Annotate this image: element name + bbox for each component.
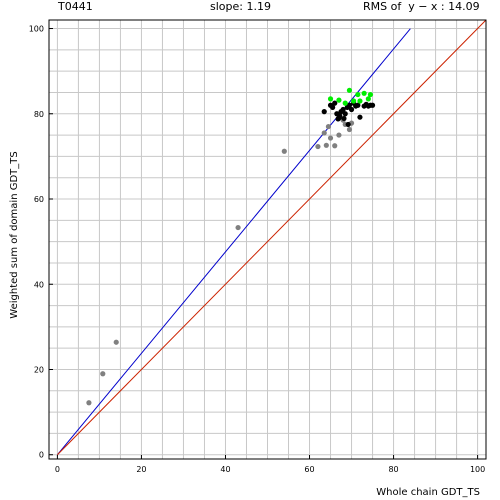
- x-tick-label: 20: [136, 465, 146, 474]
- black-data-point: [340, 106, 346, 113]
- x-tick-label: 0: [55, 465, 60, 474]
- x-tick-label: 40: [220, 465, 230, 474]
- black-data-point: [348, 106, 355, 113]
- black-data-point: [335, 116, 341, 122]
- gray-data-point: [86, 400, 92, 406]
- green-data-point: [342, 100, 348, 106]
- green-data-point: [336, 97, 342, 103]
- gray-data-point: [281, 148, 287, 154]
- reference-lines: [57, 19, 487, 456]
- gray-data-point: [323, 142, 329, 148]
- gray-data-point: [332, 143, 338, 149]
- y-tick-label: 20: [34, 365, 44, 374]
- y-tick-label: 40: [34, 280, 44, 289]
- green-data-point: [367, 91, 374, 98]
- black-data-point: [369, 102, 376, 108]
- gray-data-point: [346, 126, 353, 133]
- black-data-point: [345, 121, 351, 128]
- y-tick-label: 80: [34, 110, 44, 119]
- x-tick-label: 80: [388, 465, 398, 474]
- axis-ticks: 0 20 40 60 80 100 0 20 40 60 80 100: [29, 25, 486, 474]
- black-data-point: [346, 102, 353, 108]
- plot-frame: [48, 19, 487, 460]
- y-tick-label: 60: [34, 195, 44, 204]
- black-data-point: [355, 102, 361, 108]
- gray-data-point: [315, 143, 321, 150]
- gray-data-point: [325, 123, 332, 130]
- green-data-point: [365, 96, 371, 102]
- black-data-point: [357, 114, 363, 120]
- slope-label: slope: 1.19: [210, 0, 271, 13]
- gray-data-point: [321, 130, 327, 136]
- rms-label: RMS of y − x : 14.09: [363, 0, 480, 13]
- green-data-point: [327, 96, 334, 102]
- black-data-point: [342, 111, 348, 117]
- black-data-point: [321, 109, 327, 115]
- grid: [49, 20, 486, 459]
- green-data-point: [361, 90, 367, 96]
- gray-data-point: [336, 132, 342, 138]
- gray-data-point: [327, 135, 334, 141]
- x-axis-label: Whole chain GDT_TS: [376, 487, 480, 498]
- gray-data-point: [235, 224, 241, 231]
- black-data-point: [341, 115, 347, 122]
- green-data-point: [351, 98, 357, 104]
- gray-data-point: [113, 339, 119, 345]
- green-data-point: [357, 98, 363, 104]
- gray-data-point: [100, 371, 106, 377]
- identity-line: [57, 19, 487, 456]
- y-tick-label: 100: [29, 25, 44, 34]
- x-tick-label: 60: [304, 465, 314, 474]
- black-data-point: [332, 100, 338, 106]
- y-tick-label: 0: [39, 451, 44, 460]
- data-points: [86, 87, 376, 406]
- y-axis-label: Weighted sum of domain GDT_TS: [9, 151, 20, 318]
- target-id-label: T0441: [58, 0, 93, 13]
- black-data-point: [330, 104, 336, 110]
- green-data-point: [346, 87, 353, 93]
- x-tick-label: 100: [470, 465, 485, 474]
- green-data-point: [355, 91, 361, 98]
